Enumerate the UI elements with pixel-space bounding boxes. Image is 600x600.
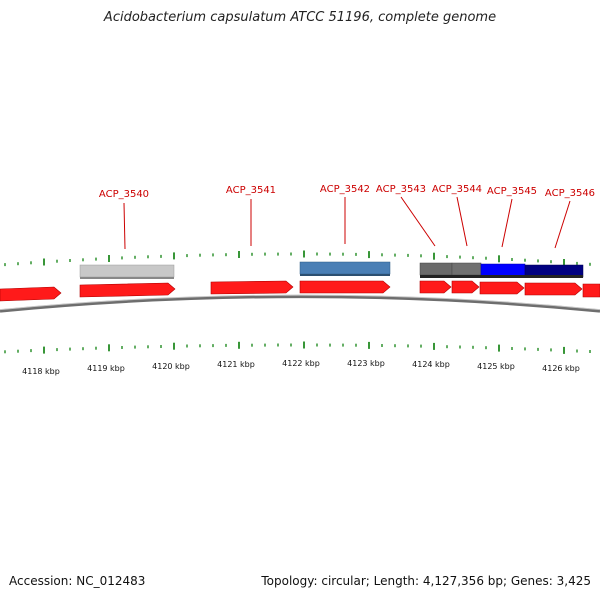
upper-tick-row (4, 250, 591, 267)
gene-label-acp-3540[interactable]: ACP_3540 (99, 189, 149, 200)
gene-box-acp-3540[interactable] (79, 264, 175, 278)
axis-label: 4122 kbp (282, 359, 320, 368)
cds-arrow[interactable] (479, 281, 525, 295)
axis-label: 4124 kbp (412, 360, 450, 369)
gene-box-acp-3542[interactable] (299, 261, 391, 275)
gene-label-acp-3544[interactable]: ACP_3544 (432, 184, 482, 195)
leader-acp-3546 (554, 200, 571, 249)
label-leader-lines (123, 196, 571, 250)
cds-arrow[interactable] (299, 280, 391, 294)
gene-label-acp-3546[interactable]: ACP_3546 (545, 188, 595, 199)
gene-label-acp-3545[interactable]: ACP_3545 (487, 186, 537, 197)
axis-label: 4125 kbp (477, 362, 515, 371)
axis-label: 4118 kbp (22, 367, 60, 376)
leader-acp-3540 (123, 202, 126, 250)
gene-feature-track (79, 261, 584, 279)
gene-labels: ACP_3540 ACP_3541 ACP_3542 ACP_3543 ACP_… (99, 184, 595, 200)
axis-label: 4126 kbp (542, 364, 580, 373)
accession-text: Accession: NC_012483 (9, 574, 146, 588)
gene-box-group-shadow (420, 275, 583, 278)
cds-arrow[interactable] (79, 282, 176, 298)
cds-arrow[interactable] (524, 282, 583, 296)
cds-arrow[interactable] (582, 283, 600, 298)
axis-label: 4123 kbp (347, 359, 385, 368)
lower-tick-row (4, 341, 591, 354)
cds-arrow[interactable] (0, 286, 62, 302)
gene-label-acp-3542[interactable]: ACP_3542 (320, 184, 370, 195)
cds-arrow[interactable] (419, 280, 452, 294)
leader-acp-3544 (456, 196, 468, 247)
genome-backbone-highlight (0, 294, 600, 311)
axis-label: 4121 kbp (217, 360, 255, 369)
axis-label: 4119 kbp (87, 364, 125, 373)
axis-labels: 4118 kbp 4119 kbp 4120 kbp 4121 kbp 4122… (22, 359, 580, 376)
gene-label-acp-3543[interactable]: ACP_3543 (376, 184, 426, 195)
cds-arrow[interactable] (451, 280, 480, 294)
leader-acp-3543 (400, 196, 436, 247)
cds-arrow[interactable] (210, 280, 294, 295)
cds-track (0, 280, 600, 302)
gene-box-acp-3545[interactable] (480, 263, 526, 277)
gene-box-acp-3542-shadow (300, 274, 390, 276)
leader-acp-3545 (501, 198, 513, 248)
gene-label-acp-3541[interactable]: ACP_3541 (226, 185, 276, 196)
genome-summary-text: Topology: circular; Length: 4,127,356 bp… (261, 574, 591, 588)
gene-box-acp-3544[interactable] (451, 262, 482, 276)
genome-title: Acidobacterium capsulatum ATCC 51196, co… (103, 10, 497, 25)
axis-label: 4120 kbp (152, 362, 190, 371)
gene-box-acp-3540-shadow (80, 277, 174, 279)
genome-backbone (0, 294, 600, 313)
gene-box-acp-3543[interactable] (419, 262, 453, 276)
